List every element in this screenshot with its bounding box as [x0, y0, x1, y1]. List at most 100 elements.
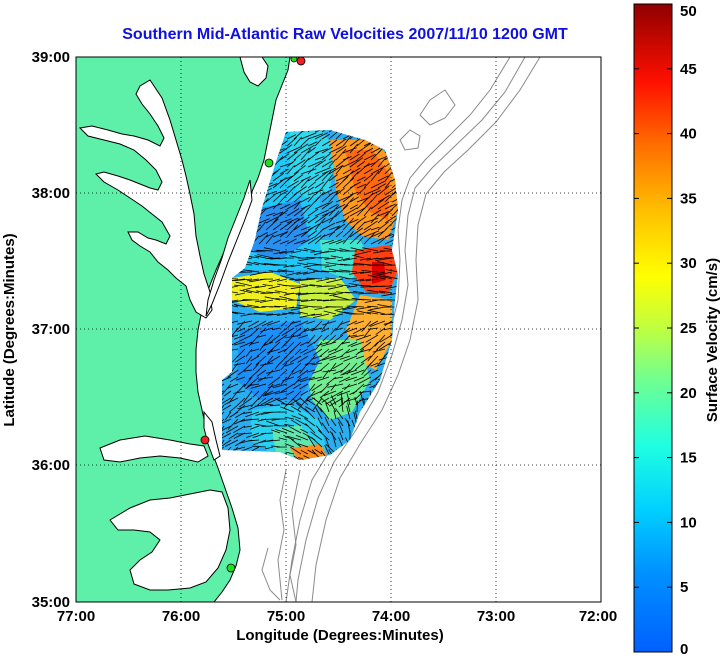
- velocity-vector: [336, 310, 351, 315]
- velocity-vector: [349, 171, 359, 182]
- velocity-vector: [276, 270, 288, 273]
- velocity-vector: [278, 269, 295, 273]
- x-tick-label: 74:00: [372, 608, 410, 625]
- velocity-vector: [317, 376, 330, 382]
- velocity-vector: [279, 250, 295, 254]
- velocity-vector: [349, 221, 359, 231]
- velocity-vector: [240, 327, 253, 336]
- velocity-vector: [266, 313, 281, 316]
- velocity-vector: [307, 390, 323, 398]
- velocity-vector: [272, 383, 288, 389]
- velocity-vector: [367, 274, 386, 280]
- velocity-vector: [254, 404, 267, 407]
- velocity-vector: [263, 390, 274, 397]
- velocity-vector: [350, 334, 365, 338]
- velocity-vector: [377, 271, 393, 276]
- velocity-vector: [286, 145, 302, 154]
- velocity-vector: [245, 383, 253, 390]
- velocity-vector: [330, 418, 337, 427]
- velocity-vector: [377, 261, 393, 266]
- velocity-vector: [370, 320, 386, 327]
- velocity-vector: [333, 410, 337, 420]
- velocity-vector: [286, 334, 302, 339]
- velocity-vector: [342, 193, 354, 203]
- velocity-vector: [384, 208, 393, 217]
- velocity-vector: [254, 255, 267, 259]
- y-tick-label: 39:00: [32, 49, 70, 66]
- velocity-vector: [230, 278, 246, 282]
- velocity-vector: [274, 390, 288, 395]
- velocity-vector: [361, 362, 372, 376]
- velocity-vector: [342, 217, 354, 231]
- velocity-vector: [272, 239, 282, 245]
- velocity-vector: [300, 299, 316, 302]
- velocity-vector: [234, 284, 246, 287]
- velocity-vector: [224, 397, 239, 406]
- velocity-vector: [342, 225, 355, 238]
- velocity-vector: [334, 306, 351, 311]
- velocity-vector: [311, 355, 323, 360]
- velocity-vector: [227, 369, 239, 378]
- velocity-vector: [286, 390, 295, 396]
- velocity-vector: [321, 422, 330, 434]
- velocity-vector: [336, 284, 351, 287]
- velocity-vector: [377, 201, 390, 210]
- velocity-vector: [329, 355, 344, 361]
- velocity-vector: [337, 417, 344, 427]
- velocity-vector: [356, 355, 365, 360]
- velocity-vector: [307, 208, 319, 217]
- velocity-vector: [258, 234, 269, 245]
- velocity-vector: [257, 376, 267, 383]
- velocity-vector: [321, 320, 330, 331]
- velocity-vector: [365, 334, 379, 343]
- velocity-vector: [339, 320, 351, 325]
- velocity-vector: [279, 203, 291, 210]
- velocity-vector: [250, 397, 260, 408]
- velocity-vector: [293, 219, 309, 231]
- velocity-vector: [268, 376, 281, 386]
- velocity-vector: [356, 205, 368, 217]
- velocity-vector: [377, 194, 391, 203]
- velocity-vector: [370, 166, 385, 175]
- velocity-vector: [293, 136, 303, 147]
- velocity-vector: [293, 239, 306, 245]
- velocity-vector: [243, 390, 253, 403]
- velocity-vector: [321, 140, 331, 147]
- velocity-vector: [339, 269, 358, 273]
- velocity-vector: [286, 186, 296, 196]
- velocity-vector: [328, 130, 340, 133]
- velocity-vector: [296, 376, 309, 382]
- velocity-vector: [293, 178, 306, 189]
- velocity-vector: [282, 312, 295, 315]
- x-tick-label: 77:00: [57, 608, 95, 625]
- velocity-vector: [274, 290, 288, 294]
- velocity-vector: [307, 230, 318, 238]
- velocity-vector: [275, 298, 288, 301]
- velocity-vector: [296, 299, 309, 301]
- velocity-vector: [357, 376, 372, 385]
- velocity-vector: [343, 355, 358, 362]
- velocity-vector: [232, 355, 239, 363]
- velocity-vector: [357, 310, 372, 315]
- velocity-vector: [314, 234, 326, 245]
- velocity-vector: [299, 376, 316, 383]
- colorbar-tick-label: 40: [680, 126, 697, 143]
- velocity-vector: [233, 425, 246, 434]
- velocity-vector: [269, 404, 281, 407]
- velocity-vector: [225, 425, 239, 434]
- velocity-vector: [305, 398, 316, 406]
- velocity-vector: [379, 285, 393, 287]
- velocity-vector: [314, 202, 330, 210]
- velocity-vector: [265, 234, 274, 245]
- velocity-vector: [335, 204, 346, 210]
- colorbar-tick-label: 5: [680, 579, 688, 596]
- velocity-vector: [342, 207, 358, 217]
- velocity-vector: [267, 355, 274, 364]
- velocity-vector: [282, 376, 295, 382]
- velocity-vector: [294, 278, 309, 282]
- velocity-vector: [330, 401, 337, 413]
- velocity-vector: [265, 203, 283, 210]
- velocity-vector: [245, 418, 260, 421]
- velocity-vector: [328, 204, 340, 217]
